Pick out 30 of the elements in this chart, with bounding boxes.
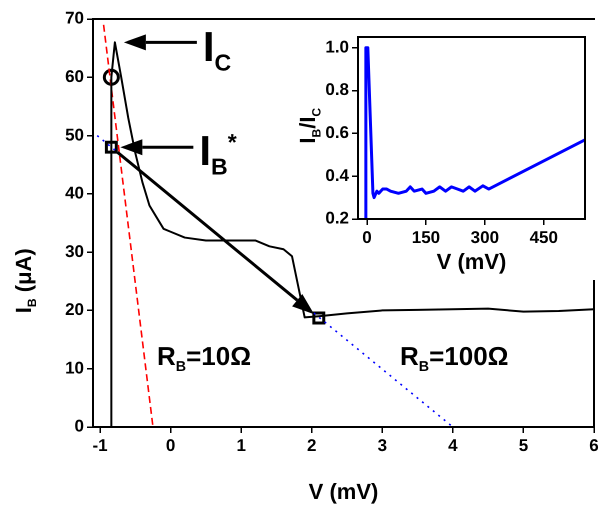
x-tick-label: 6: [589, 436, 599, 455]
x-tick-label: 150: [412, 228, 440, 247]
x-tick-label: 0: [166, 436, 176, 455]
y-tick-label: 0.2: [325, 208, 349, 228]
x-tick-label: 2: [307, 436, 316, 455]
x-tick-label: 5: [518, 436, 528, 455]
y-tick-label: 0.6: [325, 123, 349, 142]
x-tick-label: 4: [448, 436, 458, 455]
x-tick-label: 0: [362, 228, 372, 247]
y-tick-label: 20: [65, 300, 84, 320]
annotation: I$_{C}$: [202, 22, 232, 75]
x-tick-label: 450: [530, 228, 558, 247]
y-tick-label: 0: [74, 416, 84, 436]
x-axis-title: V (mV): [308, 478, 378, 504]
y-tick-label: 1.0: [325, 37, 349, 56]
y-tick-label: 0.8: [325, 80, 349, 100]
annotation: R$_{B}$=100Ω: [400, 341, 509, 376]
x-tick-label: 1: [236, 436, 246, 455]
y-tick-label: 40: [65, 184, 84, 203]
y-tick-label: 50: [65, 125, 84, 144]
x-tick-label: -1: [92, 436, 108, 455]
x-axis-title: V (mV): [436, 248, 506, 274]
x-tick-label: 3: [378, 436, 388, 455]
x-tick-label: 300: [470, 228, 500, 247]
y-tick-label: 10: [65, 358, 84, 378]
annotation: R$_{B}$=10Ω: [157, 341, 252, 376]
y-tick-label: 0.4: [325, 166, 350, 185]
y-tick-label: 60: [65, 66, 84, 86]
y-tick-label: 30: [65, 242, 84, 261]
y-tick-label: 70: [65, 8, 84, 28]
